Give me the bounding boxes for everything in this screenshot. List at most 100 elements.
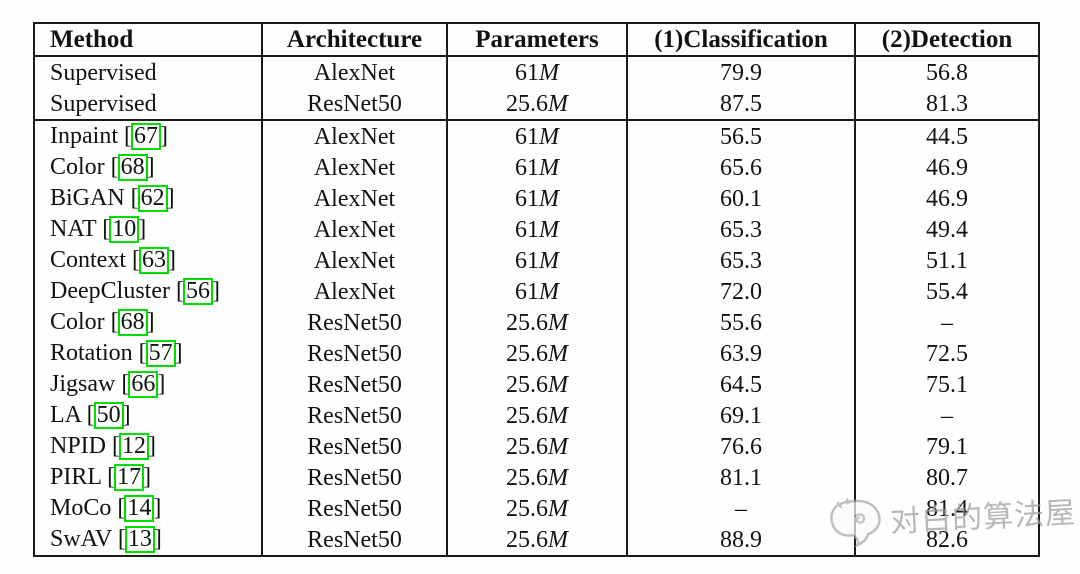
method-cell: Context [63] bbox=[34, 245, 262, 276]
architecture-cell: AlexNet bbox=[261, 56, 447, 88]
citation-bracket: ] bbox=[122, 402, 131, 429]
detection-value: 75.1 bbox=[854, 369, 1039, 400]
architecture-cell: ResNet50 bbox=[261, 307, 447, 338]
method-label: NAT bbox=[50, 216, 97, 243]
parameters-unit: M bbox=[539, 247, 559, 274]
citation-link[interactable]: 67 bbox=[130, 123, 161, 150]
architecture-cell: AlexNet bbox=[261, 120, 447, 152]
citation-link[interactable]: 14 bbox=[124, 495, 155, 522]
detection-value: 72.5 bbox=[854, 338, 1039, 369]
citation-link[interactable]: 68 bbox=[117, 309, 148, 336]
table-row: Supervised ResNet50 25.6M 87.5 81.3 bbox=[34, 88, 1039, 121]
parameters-unit: M bbox=[548, 402, 568, 429]
method-label: BiGAN bbox=[50, 185, 125, 212]
citation-bracket: ] bbox=[153, 526, 162, 553]
architecture-cell: ResNet50 bbox=[261, 462, 447, 493]
column-header-parameters: Parameters bbox=[446, 23, 627, 57]
table-row: Rotation [57] ResNet50 25.6M 63.9 72.5 bbox=[34, 338, 1039, 369]
table-row: Color [68] AlexNet 61M 65.6 46.9 bbox=[34, 152, 1039, 183]
table-header: Method Architecture Parameters (1)Classific… bbox=[34, 23, 1039, 57]
citation-link[interactable]: 66 bbox=[128, 371, 159, 398]
detection-value: – bbox=[854, 400, 1039, 431]
method-cell: Color [68] bbox=[34, 307, 262, 338]
citation-bracket: [ bbox=[106, 433, 121, 460]
table-row: NPID [12] ResNet50 25.6M 76.6 79.1 bbox=[34, 431, 1039, 462]
citation-link[interactable]: 50 bbox=[93, 402, 124, 429]
method-label: NPID bbox=[50, 433, 107, 460]
citation-link[interactable]: 68 bbox=[117, 154, 148, 181]
parameters-unit: M bbox=[539, 216, 559, 243]
classification-value: 79.9 bbox=[626, 56, 855, 88]
citation-bracket: [ bbox=[101, 464, 116, 491]
method-cell: SwAV [13] bbox=[34, 524, 262, 556]
citation-bracket: ] bbox=[174, 340, 183, 367]
citation-bracket: [ bbox=[132, 340, 147, 367]
classification-value: 63.9 bbox=[626, 338, 855, 369]
citation-link[interactable]: 17 bbox=[114, 464, 145, 491]
citation-bracket: [ bbox=[169, 278, 184, 305]
detection-value: – bbox=[854, 307, 1039, 338]
method-cell: PIRL [17] bbox=[34, 462, 262, 493]
method-cell: Supervised bbox=[34, 88, 262, 121]
classification-value: 65.3 bbox=[626, 245, 855, 276]
parameters-unit: M bbox=[548, 495, 568, 522]
method-label: LA bbox=[50, 402, 81, 429]
detection-value: 46.9 bbox=[854, 183, 1039, 214]
parameters-number: 25.6 bbox=[506, 433, 548, 460]
method-label: MoCo bbox=[50, 495, 112, 522]
parameters-unit: M bbox=[539, 123, 559, 150]
parameters-number: 25.6 bbox=[506, 309, 548, 336]
classification-value: 87.5 bbox=[626, 88, 855, 121]
architecture-cell: AlexNet bbox=[261, 214, 447, 245]
citation-bracket: [ bbox=[115, 371, 130, 398]
citation-bracket: [ bbox=[124, 185, 139, 212]
parameters-cell: 61M bbox=[446, 120, 627, 152]
table-row: SwAV [13] ResNet50 25.6M 88.9 82.6 bbox=[34, 524, 1039, 556]
parameters-number: 61 bbox=[515, 123, 539, 150]
parameters-number: 25.6 bbox=[506, 495, 548, 522]
classification-value: 64.5 bbox=[626, 369, 855, 400]
parameters-number: 25.6 bbox=[506, 402, 548, 429]
parameters-cell: 61M bbox=[446, 245, 627, 276]
classification-value: 88.9 bbox=[626, 524, 855, 556]
parameters-cell: 61M bbox=[446, 183, 627, 214]
table-row: Jigsaw [66] ResNet50 25.6M 64.5 75.1 bbox=[34, 369, 1039, 400]
parameters-unit: M bbox=[548, 90, 568, 117]
architecture-cell: AlexNet bbox=[261, 152, 447, 183]
citation-bracket: ] bbox=[168, 247, 176, 274]
parameters-cell: 61M bbox=[446, 276, 627, 307]
citation-link[interactable]: 10 bbox=[109, 216, 140, 243]
column-header-detection: (2)Detection bbox=[854, 23, 1039, 57]
parameters-unit: M bbox=[548, 464, 568, 491]
citation-link[interactable]: 62 bbox=[137, 185, 168, 212]
method-label: SwAV bbox=[50, 526, 112, 553]
citation-bracket: [ bbox=[104, 154, 119, 181]
citation-bracket: ] bbox=[157, 371, 166, 398]
citation-link[interactable]: 57 bbox=[145, 340, 176, 367]
method-cell: MoCo [14] bbox=[34, 493, 262, 524]
table-row: LA [50] ResNet50 25.6M 69.1– bbox=[34, 400, 1039, 431]
detection-value: 44.5 bbox=[854, 120, 1039, 152]
classification-value: 69.1 bbox=[626, 400, 855, 431]
method-cell: DeepCluster [56] bbox=[34, 276, 262, 307]
citation-link[interactable]: 13 bbox=[124, 526, 155, 553]
parameters-cell: 25.6M bbox=[446, 400, 627, 431]
parameters-cell: 61M bbox=[446, 214, 627, 245]
detection-value: 81.3 bbox=[854, 88, 1039, 121]
parameters-number: 61 bbox=[515, 247, 539, 274]
citation-link[interactable]: 56 bbox=[182, 278, 213, 305]
citation-bracket: [ bbox=[111, 526, 126, 553]
citation-bracket: [ bbox=[126, 247, 140, 274]
detection-value: 51.1 bbox=[854, 245, 1039, 276]
table-row: Supervised AlexNet 61M 79.9 56.8 bbox=[34, 56, 1039, 88]
parameters-cell: 25.6M bbox=[446, 338, 627, 369]
architecture-cell: ResNet50 bbox=[261, 338, 447, 369]
parameters-number: 61 bbox=[515, 216, 539, 243]
method-label: Context bbox=[50, 247, 126, 274]
parameters-number: 25.6 bbox=[506, 526, 548, 553]
method-cell: Color [68] bbox=[34, 152, 262, 183]
method-label: Supervised bbox=[50, 59, 157, 86]
method-label: Inpaint bbox=[50, 123, 118, 150]
citation-link[interactable]: 12 bbox=[119, 433, 150, 460]
citation-link[interactable]: 63 bbox=[139, 247, 169, 274]
